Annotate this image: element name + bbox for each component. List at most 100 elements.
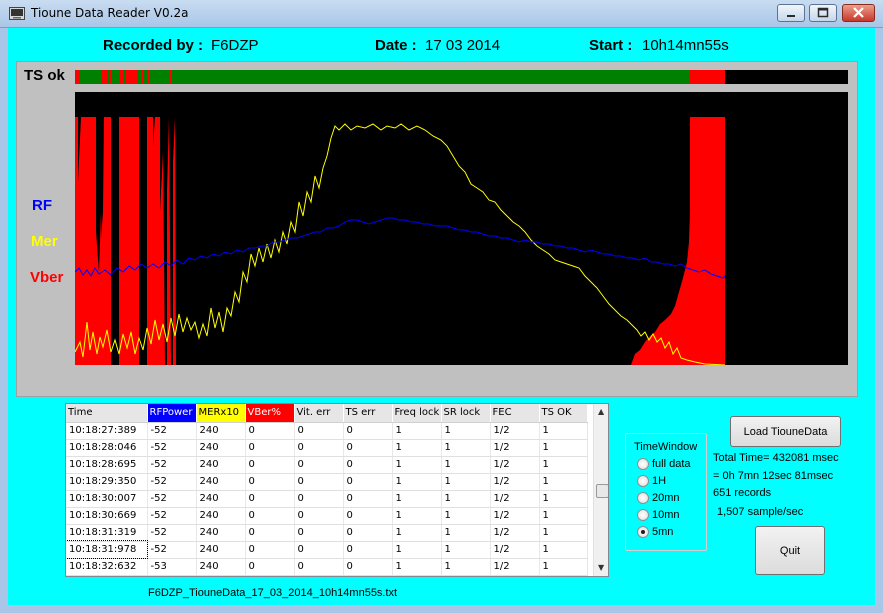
table-cell: 10:18:31:978 — [66, 540, 148, 559]
maximize-button[interactable] — [809, 4, 837, 22]
table-cell: 1 — [441, 507, 491, 525]
table-cell: 0 — [343, 439, 393, 457]
window-frame-bottom — [0, 605, 883, 613]
table-cell: 1/2 — [490, 473, 540, 491]
date-value: 17 03 2014 — [425, 37, 501, 54]
radio-1h[interactable]: 1H — [637, 474, 666, 488]
column-header-ts-err[interactable]: TS err — [343, 404, 393, 423]
vber-area-left-5 — [167, 117, 171, 365]
column-header-freq-lock[interactable]: Freq lock — [392, 404, 442, 423]
records-count-text: 651 records — [713, 487, 772, 499]
vber-area-left-2 — [100, 117, 111, 365]
radio-full-data[interactable]: full data — [637, 457, 691, 471]
table-cell: 0 — [294, 507, 344, 525]
column-header-merx10[interactable]: MERx10 — [196, 404, 246, 423]
time-window-group — [625, 433, 707, 551]
table-cell: 0 — [294, 422, 344, 440]
table-cell: 1 — [441, 558, 491, 576]
table-cell: 0 — [245, 456, 295, 474]
rf-trace — [75, 217, 726, 279]
table-row[interactable]: 10:18:30:007 -52 240 0 0 0 1 1 1/2 1 — [66, 490, 588, 508]
vber-area-left-6 — [173, 117, 176, 365]
column-header-rfpower[interactable]: RFPower — [147, 404, 197, 423]
table-cell: 1/2 — [490, 422, 540, 440]
table-cell: 1 — [441, 490, 491, 508]
maximize-icon — [817, 7, 829, 18]
radio-button[interactable] — [637, 475, 649, 487]
mer-label: Mer — [31, 233, 58, 250]
column-header-sr-lock[interactable]: SR lock — [441, 404, 491, 423]
table-cell: 1 — [539, 422, 588, 440]
table-scrollbar[interactable]: ▲ ▼ — [593, 404, 608, 576]
radio-label-5mn: 5mn — [652, 526, 674, 538]
table-row[interactable]: 10:18:32:632 -53 240 0 0 0 1 1 1/2 1 — [66, 558, 588, 576]
minimize-button[interactable] — [777, 4, 805, 22]
table-cell: 1 — [539, 507, 588, 525]
scroll-down-icon[interactable]: ▼ — [598, 563, 605, 572]
table-cell: 0 — [245, 558, 295, 576]
radio-label-10mn: 10mn — [652, 509, 680, 521]
table-cell: 1/2 — [490, 490, 540, 508]
duration-text: = 0h 7mn 12sec 81msec — [713, 470, 834, 482]
table-cell: 0 — [343, 456, 393, 474]
column-header-time[interactable]: Time — [66, 404, 148, 423]
load-tiounedata-button[interactable]: Load TiouneData — [730, 416, 841, 447]
scroll-up-icon[interactable]: ▲ — [598, 407, 605, 416]
app-icon — [9, 7, 25, 20]
radio-button[interactable] — [637, 509, 649, 521]
radio-label-1h: 1H — [652, 475, 667, 487]
table-row[interactable]: 10:18:29:350 -52 240 0 0 0 1 1 1/2 1 — [66, 473, 588, 491]
start-value: 10h14mn55s — [642, 37, 729, 54]
table-cell: 1/2 — [490, 524, 540, 542]
ts-ok-label: TS ok — [24, 67, 65, 84]
column-header-vber[interactable]: VBer% — [245, 404, 295, 423]
table-cell: 0 — [245, 473, 295, 491]
ts-ok-bar — [75, 70, 848, 84]
data-table[interactable]: Time RFPower MERx10 VBer% Vit. err TS er… — [65, 403, 609, 577]
table-cell: 10:18:32:632 — [66, 558, 148, 576]
radio-10mn[interactable]: 10mn — [637, 508, 680, 522]
table-cell: -52 — [147, 541, 197, 559]
table-cell: 1 — [441, 456, 491, 474]
radio-button[interactable] — [637, 492, 649, 504]
table-row[interactable]: 10:18:28:046 -52 240 0 0 0 1 1 1/2 1 — [66, 439, 588, 457]
table-cell: -52 — [147, 507, 197, 525]
close-icon — [853, 7, 864, 18]
table-cell: 1/2 — [490, 507, 540, 525]
table-row[interactable]: 10:18:30:669 -52 240 0 0 0 1 1 1/2 1 — [66, 507, 588, 525]
table-row[interactable]: 10:18:28:695 -52 240 0 0 0 1 1 1/2 1 — [66, 456, 588, 474]
table-cell: 0 — [294, 439, 344, 457]
table-cell: 0 — [343, 524, 393, 542]
column-header-ts-ok[interactable]: TS OK — [539, 404, 588, 423]
table-cell: 1 — [392, 456, 442, 474]
date-label: Date : — [375, 37, 417, 54]
close-button[interactable] — [842, 4, 875, 22]
table-cell: -53 — [147, 558, 197, 576]
table-row[interactable]: 10:18:31:978 -52 240 0 0 0 1 1 1/2 1 — [66, 540, 588, 559]
table-header-row: Time RFPower MERx10 VBer% Vit. err TS er… — [66, 404, 588, 423]
column-header-fec[interactable]: FEC — [490, 404, 540, 423]
title-bar[interactable]: Tioune Data Reader V0.2a — [0, 0, 883, 28]
scroll-thumb[interactable] — [596, 484, 608, 498]
table-cell: 0 — [245, 507, 295, 525]
table-cell: 240 — [196, 558, 246, 576]
table-cell: 1 — [441, 422, 491, 440]
table-cell: 1 — [392, 422, 442, 440]
radio-5mn[interactable]: 5mn — [637, 525, 673, 539]
minimize-icon — [787, 15, 795, 17]
radio-button-selected[interactable] — [637, 526, 649, 538]
table-row[interactable]: 10:18:31:319 -52 240 0 0 0 1 1 1/2 1 — [66, 524, 588, 542]
mer-trace — [75, 123, 726, 365]
table-cell: 1 — [392, 473, 442, 491]
table-cell: 0 — [343, 422, 393, 440]
column-header-vit-err[interactable]: Vit. err — [294, 404, 344, 423]
table-cell: 1 — [392, 524, 442, 542]
table-row[interactable]: 10:18:27:389 -52 240 0 0 0 1 1 1/2 1 — [66, 422, 588, 440]
radio-20mn[interactable]: 20mn — [637, 491, 680, 505]
table-cell: 0 — [294, 558, 344, 576]
table-cell: 240 — [196, 541, 246, 559]
table-cell: 1 — [539, 541, 588, 559]
radio-button[interactable] — [637, 458, 649, 470]
table-cell: 0 — [245, 541, 295, 559]
quit-button[interactable]: Quit — [755, 526, 825, 575]
